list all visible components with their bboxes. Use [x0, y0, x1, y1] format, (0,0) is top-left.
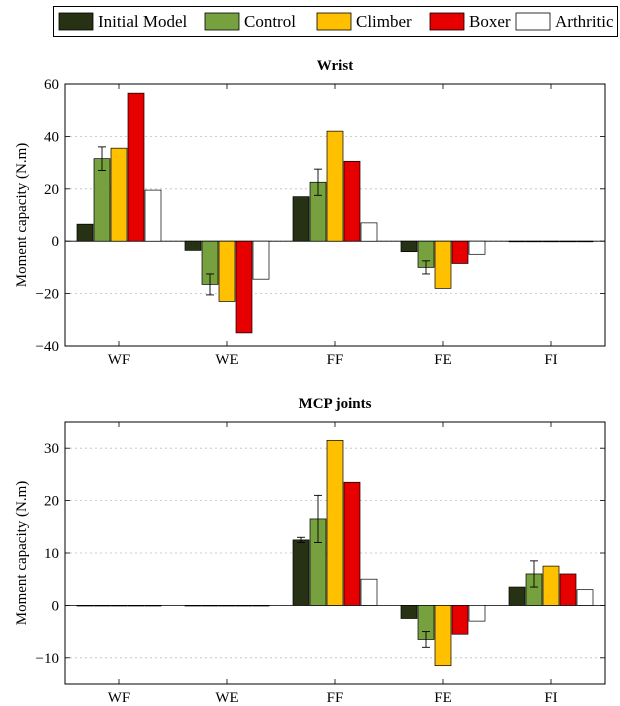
- x-tick-label: FI: [544, 352, 557, 366]
- legend-label: Initial Model: [98, 12, 188, 31]
- bar: [434, 240, 452, 289]
- bar: [76, 223, 94, 242]
- bar: [468, 240, 486, 255]
- mcp-joints-chart: MCP joints −10 0 10 20 30 WF WE FF FE FI Moment cap…: [14, 396, 606, 704]
- legend-swatch: [204, 12, 240, 31]
- bar: [525, 240, 543, 243]
- y-tick-label: 0: [52, 598, 60, 614]
- bar: [76, 605, 94, 607]
- y-tick-label: 20: [44, 182, 59, 198]
- bar: [127, 605, 145, 607]
- legend-label: Boxer: [469, 12, 511, 31]
- bar: [400, 605, 418, 619]
- legend-label: Climber: [356, 12, 412, 31]
- y-tick-label: −20: [36, 287, 59, 303]
- y-tick-label: 60: [44, 77, 59, 93]
- legend-label: Arthritic: [555, 12, 614, 31]
- legend-swatch: [316, 12, 352, 31]
- bar: [201, 605, 219, 607]
- bar: [292, 539, 310, 606]
- bar: [400, 240, 418, 253]
- bar: [468, 605, 486, 622]
- plot-frame: [64, 421, 606, 685]
- bar: [576, 240, 594, 243]
- bar: [144, 605, 162, 607]
- y-axis-label: Moment capacity (N.m): [14, 481, 30, 626]
- bar: [292, 196, 310, 242]
- bar: [218, 240, 236, 302]
- bar: [110, 147, 128, 242]
- bar: [93, 158, 111, 242]
- x-tick-label: WF: [108, 352, 131, 366]
- y-tick-label: −10: [36, 651, 59, 667]
- bar: [542, 240, 560, 243]
- bar: [144, 189, 162, 242]
- legend-swatch: [515, 12, 551, 31]
- bar: [235, 240, 253, 334]
- wrist-chart: Wrist −40 −20 0 20 40 60 WF WE FF FE FI Moment capac…: [14, 58, 606, 366]
- x-tick-label: FF: [327, 352, 344, 366]
- bar: [218, 605, 236, 607]
- bar: [451, 605, 469, 635]
- bar: [127, 92, 145, 242]
- bar: [343, 160, 361, 242]
- x-tick-label: WF: [108, 690, 131, 704]
- bar: [252, 240, 270, 280]
- legend-swatch: [429, 12, 465, 31]
- y-tick-label: −40: [36, 339, 59, 355]
- legend-label: Control: [244, 12, 296, 31]
- bar: [360, 578, 378, 606]
- bar: [542, 565, 560, 606]
- bar: [184, 240, 202, 251]
- chart-title: Wrist: [317, 58, 353, 74]
- bar: [235, 605, 253, 607]
- bar: [576, 589, 594, 606]
- x-tick-label: FF: [327, 690, 344, 704]
- bar: [508, 240, 526, 243]
- bar: [508, 586, 526, 606]
- chart-legend: Initial Model Control Climber Boxer Arthriti…: [53, 6, 618, 37]
- bar: [360, 222, 378, 242]
- x-tick-label: FE: [434, 690, 452, 704]
- bar: [252, 605, 270, 607]
- bar: [451, 240, 469, 264]
- bar: [110, 605, 128, 607]
- y-tick-label: 20: [44, 494, 59, 510]
- bar: [93, 605, 111, 607]
- bar: [184, 605, 202, 607]
- x-tick-label: FI: [544, 690, 557, 704]
- legend-swatch: [58, 12, 94, 31]
- x-tick-label: WE: [215, 690, 238, 704]
- bar: [434, 605, 452, 667]
- bar: [326, 439, 344, 606]
- y-tick-label: 40: [44, 129, 59, 145]
- y-tick-label: 0: [52, 234, 60, 250]
- y-tick-label: 10: [44, 546, 59, 562]
- bar: [559, 240, 577, 243]
- x-tick-label: WE: [215, 352, 238, 366]
- chart-title: MCP joints: [299, 396, 372, 412]
- bar: [559, 573, 577, 606]
- y-tick-label: 30: [44, 441, 59, 457]
- y-axis-label: Moment capacity (N.m): [14, 143, 30, 288]
- bar: [326, 130, 344, 242]
- bar: [343, 481, 361, 606]
- x-tick-label: FE: [434, 352, 452, 366]
- plot-frame: [64, 83, 606, 347]
